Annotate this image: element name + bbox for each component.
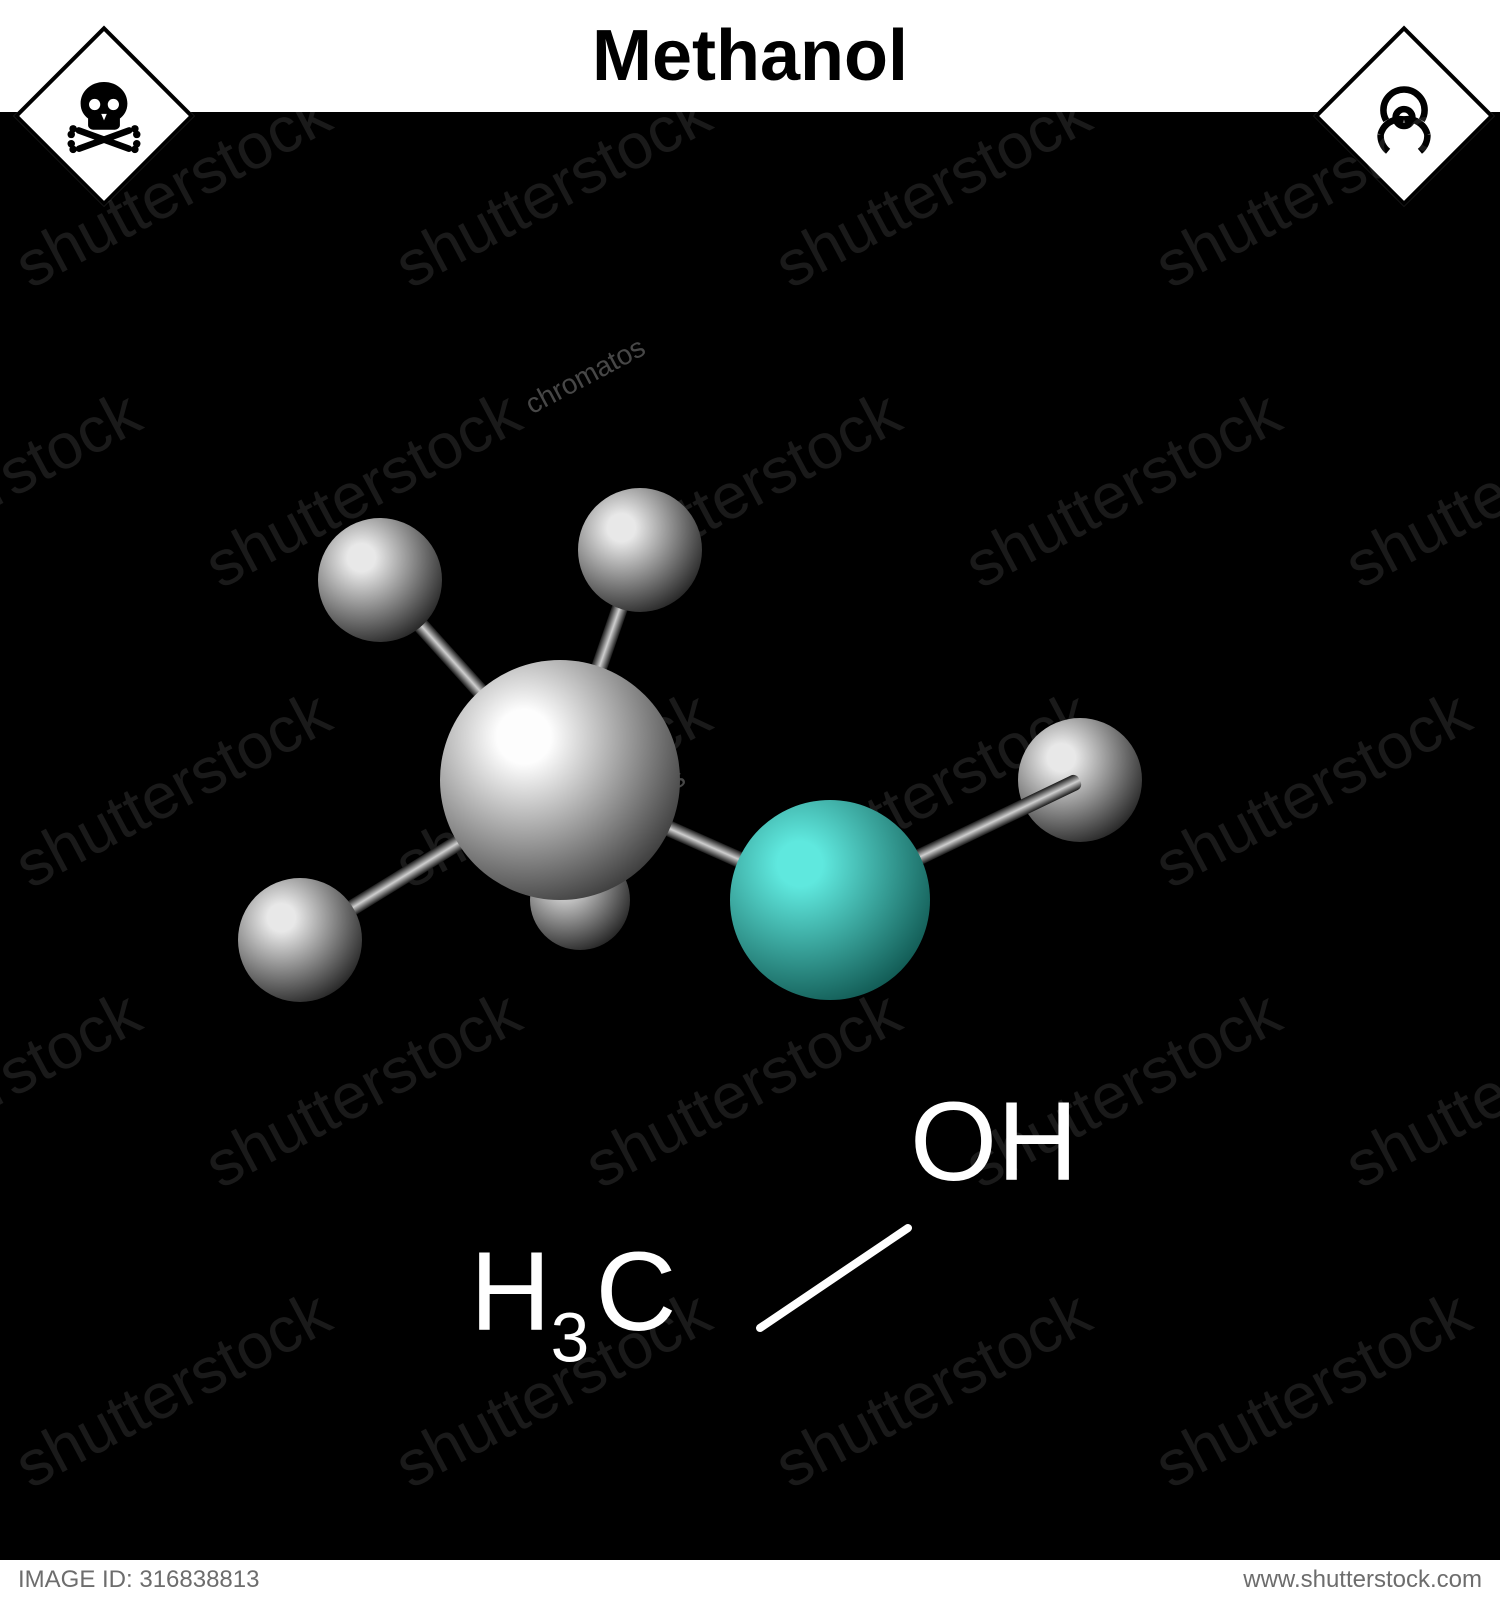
svg-text:OH: OH [910,1079,1078,1204]
footer-bar: IMAGE ID: 316838813 www.shutterstock.com [0,1560,1500,1600]
atom-hydrogen [578,488,702,612]
watermark-text: shutterstock [3,1275,342,1502]
image-id-label: IMAGE ID: 316838813 [18,1566,259,1594]
header-bar: Methanol [0,0,1500,112]
source-url-label: www.shutterstock.com [1243,1566,1482,1594]
chemical-formula: H3COH [470,1120,1090,1440]
atom-hydrogen [318,518,442,642]
formula-svg: H3COH [470,1120,1090,1440]
title: Methanol [592,15,908,97]
skull-crossbones-icon [57,69,151,163]
svg-text:3: 3 [551,1298,590,1376]
biohazard-icon [1357,69,1451,163]
molecule-3d-model [0,240,1500,960]
atom-carbon [440,660,680,900]
watermark-text: shutterstock [1143,1275,1482,1502]
svg-text:H: H [470,1229,551,1354]
atom-hydrogen [238,878,362,1002]
watermark-text: shutterstock [0,975,152,1202]
svg-text:C: C [595,1229,676,1354]
atom-oxygen [730,800,930,1000]
canvas: Methanol [0,0,1500,1600]
watermark-text: shutterstock [1333,975,1500,1202]
